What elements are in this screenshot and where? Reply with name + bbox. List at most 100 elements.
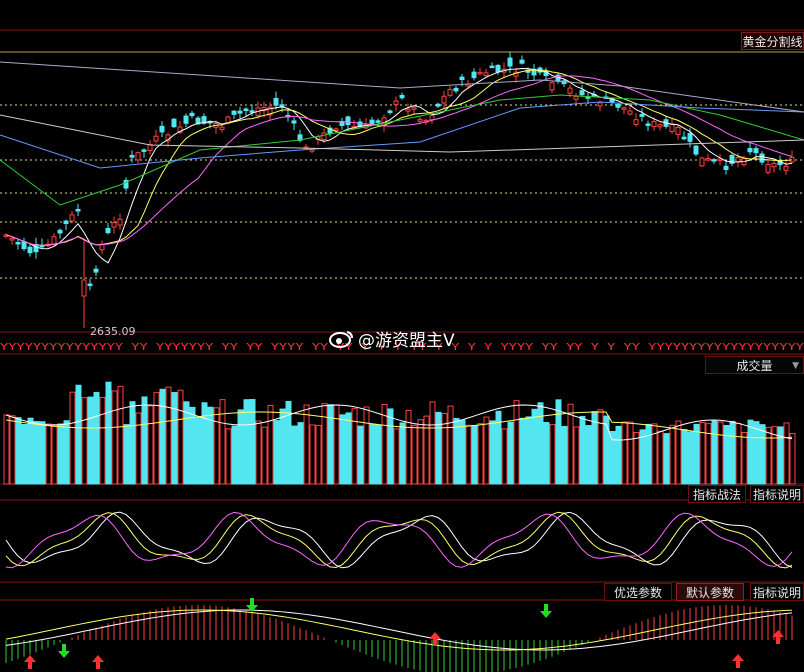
candle-body: [489, 65, 495, 69]
volume-bar: [111, 390, 118, 485]
volume-bar: [3, 414, 10, 485]
candle-body: [117, 218, 123, 226]
volume-bar: [573, 426, 580, 485]
volume-bar: [285, 400, 292, 485]
watermark: @游资盟主V: [328, 326, 455, 351]
indicator-strategy-button[interactable]: 指标战法: [688, 485, 746, 503]
volume-bar: [435, 411, 442, 485]
candle-body: [669, 123, 675, 132]
volume-bar: [63, 420, 70, 485]
volume-bar: [273, 420, 280, 485]
candle-body: [387, 110, 393, 113]
indicator-help-button-1[interactable]: 指标说明: [750, 485, 804, 503]
volume-bar: [699, 421, 706, 485]
candle-body: [81, 279, 87, 297]
volume-indicator-select[interactable]: 成交量 ▼: [705, 356, 804, 374]
volume-bar: [531, 408, 538, 485]
candle-body: [771, 162, 777, 168]
candle-body: [519, 59, 525, 64]
volume-bar: [525, 416, 532, 485]
candle-body: [711, 159, 717, 162]
volume-bar: [495, 410, 502, 485]
grid-lines: [0, 29, 804, 601]
candle-body: [687, 133, 693, 142]
ma20-line: [5, 75, 793, 246]
volume-bar: [657, 430, 664, 485]
volume-bar: [339, 414, 346, 485]
candle-body: [549, 82, 555, 91]
candle-body: [723, 165, 729, 170]
low-price-marker: 2635.09: [90, 325, 136, 338]
volume-bar: [747, 419, 754, 485]
candle-body: [735, 157, 741, 163]
indicator-help-button-2[interactable]: 指标说明: [750, 583, 804, 601]
candle-body: [717, 158, 723, 162]
volume-bar: [237, 409, 244, 485]
candle-body: [477, 71, 483, 75]
volume-bar: [579, 415, 586, 485]
volume-bar: [615, 425, 622, 485]
candle-body: [675, 126, 681, 136]
candle-body: [753, 148, 759, 154]
candle-body: [321, 132, 327, 141]
green-down-arrow-icon: [58, 644, 70, 658]
candle-body: [9, 237, 15, 241]
candle-body: [135, 152, 141, 161]
candle-body: [231, 110, 237, 115]
candle-body: [201, 116, 207, 124]
volume-bar: [261, 426, 268, 485]
volume-bar: [549, 424, 556, 485]
red-up-arrow-icon: [732, 654, 744, 668]
kdj-line: [5, 511, 793, 569]
ma250-line: [0, 114, 804, 153]
default-params-button[interactable]: 默认参数: [676, 583, 744, 601]
golden-split-button[interactable]: 黄金分割线: [741, 32, 804, 50]
volume-bar: [417, 419, 424, 485]
volume-bar: [645, 423, 652, 485]
watermark-text: @游资盟主V: [358, 331, 455, 351]
ma-long-line: [0, 61, 804, 113]
candle-body: [747, 147, 753, 153]
volume-bar: [303, 404, 310, 485]
volume-bar: [321, 403, 328, 485]
candle-body: [195, 117, 201, 125]
candle-body: [219, 126, 225, 130]
preferred-params-button[interactable]: 优选参数: [604, 583, 672, 601]
volume-bar: [567, 403, 574, 485]
candle-body: [345, 116, 351, 126]
ma5-line: [5, 68, 793, 264]
candle-body: [273, 97, 279, 106]
volume-bar: [171, 392, 178, 485]
volume-bar: [141, 396, 148, 485]
candle-body: [621, 107, 627, 110]
candle-body: [93, 268, 99, 273]
candle-body: [69, 214, 75, 222]
candle-body: [765, 164, 771, 173]
volume-bar: [69, 391, 76, 485]
weibo-icon: [328, 330, 354, 348]
volume-bar: [621, 421, 628, 485]
volume-bar: [249, 398, 256, 485]
volume-bar: [357, 425, 364, 485]
volume-bar: [555, 399, 562, 485]
volume-bar: [189, 406, 196, 485]
volume-bar: [291, 425, 298, 485]
volume-bar: [783, 422, 790, 485]
candle-body: [759, 153, 765, 163]
volume-bar: [15, 417, 22, 485]
volume-bar: [423, 415, 430, 485]
macd-indicator: [5, 605, 793, 672]
volume-bar: [501, 428, 508, 485]
volume-bar: [51, 424, 58, 485]
volume-bar: [99, 396, 106, 485]
volume-bar: [9, 415, 16, 485]
volume-bar: [129, 401, 136, 485]
volume-bar: [363, 406, 370, 485]
candle-body: [237, 110, 243, 114]
volume-bar: [387, 408, 394, 485]
volume-bar: [519, 417, 526, 485]
macd-line: [5, 609, 793, 651]
volume-bar: [243, 399, 250, 485]
volume-bar: [537, 402, 544, 485]
